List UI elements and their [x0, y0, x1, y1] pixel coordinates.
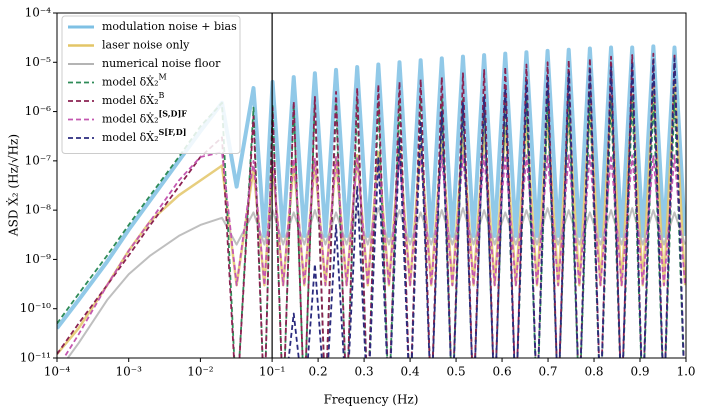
series-line [57, 52, 685, 358]
legend-label: model δẊ₂S[F,D] [102, 127, 186, 144]
plot-area [57, 44, 686, 358]
series-line [62, 151, 686, 358]
legend-name: model δẊ₂ [102, 75, 158, 89]
y-tick-label: 10⁻¹⁰ [20, 301, 51, 315]
legend-label: modulation noise + bias [102, 20, 237, 33]
legend-name: model δẊ₂ [102, 112, 158, 126]
x-axis-label: Frequency (Hz) [324, 393, 419, 407]
x-tick-label: 0.8 [584, 365, 603, 379]
x-tick-label: 0.4 [401, 365, 420, 379]
x-tick-label: 1.0 [676, 365, 695, 379]
legend-label: numerical noise floor [102, 57, 221, 70]
y-axis-label: ASD Ẋ₂ (Hz/√Hz) [6, 134, 21, 237]
y-tick-label: 10⁻⁶ [25, 104, 52, 118]
y-tick-label: 10⁻⁸ [25, 203, 52, 217]
legend-name: laser noise only [102, 39, 190, 52]
y-tick-label: 10⁻⁴ [25, 6, 52, 20]
legend-name: model δẊ₂ [102, 130, 158, 144]
series-line [57, 44, 686, 330]
y-tick-label: 10⁻⁷ [25, 153, 52, 167]
x-tick-label: 10⁻⁴ [44, 365, 71, 379]
legend-label: model δẊ₂B [102, 91, 164, 107]
x-tick-label: 0.7 [538, 365, 557, 379]
x-tick-label: 0.3 [355, 365, 374, 379]
legend-superscript: [S,D]F [158, 109, 187, 119]
y-tick-label: 10⁻⁹ [25, 252, 52, 266]
legend-label: model δẊ₂M [102, 73, 167, 89]
x-tick-label: 0.2 [309, 365, 328, 379]
legend-name: model δẊ₂ [102, 93, 158, 107]
legend-name: numerical noise floor [102, 57, 221, 70]
legend-box [61, 15, 241, 154]
x-tick-label: 10⁻¹ [259, 365, 285, 379]
plot-frame [56, 12, 687, 359]
legend-superscript: M [158, 73, 166, 82]
y-tick-label: 10⁻¹¹ [20, 351, 51, 365]
x-tick-label: 10⁻² [187, 365, 214, 379]
y-tick-label: 10⁻⁵ [25, 55, 52, 69]
x-tick-label: 0.9 [630, 365, 649, 379]
x-tick-label: 0.5 [447, 365, 466, 379]
legend-label: laser noise only [102, 39, 190, 52]
series-line [287, 57, 685, 358]
legend: modulation noise + bias laser noise only n… [61, 15, 241, 154]
legend-label: model δẊ₂[S,D]F [102, 109, 187, 126]
x-tick-label: 10⁻³ [115, 365, 142, 379]
legend-superscript: B [158, 91, 164, 100]
x-tick-label: 0.6 [493, 365, 512, 379]
legend-superscript: S[F,D] [158, 127, 186, 137]
legend-name: modulation noise + bias [102, 20, 237, 33]
